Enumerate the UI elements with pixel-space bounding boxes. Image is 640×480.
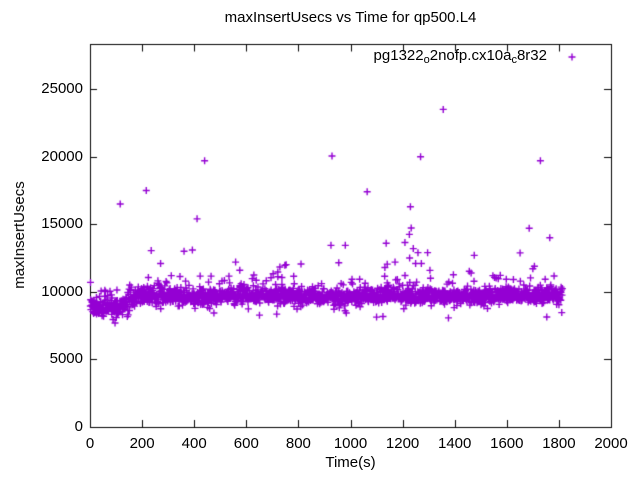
y-tick-label: 25000	[41, 80, 83, 98]
x-tick-label: 600	[233, 435, 259, 452]
legend-entry: pg1322o2nofp.cx10ac8r32	[374, 47, 547, 69]
x-tick-label: 400	[181, 435, 207, 452]
x-tick-label: 0	[85, 435, 95, 452]
y-tick-label: 10000	[41, 282, 83, 300]
x-axis-label: Time(s)	[325, 454, 376, 471]
legend-label-subscript: c	[511, 54, 517, 66]
legend-label-subscript: o	[423, 54, 430, 66]
y-tick-label: 0	[74, 418, 83, 435]
x-tick-label: 200	[129, 435, 155, 452]
y-tick-label: 20000	[41, 147, 83, 165]
x-tick-label: 1200	[385, 435, 420, 452]
x-tick-label: 800	[285, 435, 311, 452]
x-tick-label: 1000	[333, 435, 368, 452]
y-tick-label: 15000	[41, 215, 83, 233]
legend-label-run: 2nofp.cx10a	[429, 47, 512, 64]
legend-label-run: 8r32	[516, 47, 547, 64]
y-axis-label: maxInsertUsecs	[11, 181, 28, 289]
legend-series-label: pg1322o2nofp.cx10ac8r32	[373, 47, 547, 66]
x-tick-label: 2000	[594, 435, 628, 452]
x-tick-label: 1800	[542, 435, 576, 452]
y-tick-label: 5000	[49, 350, 83, 368]
legend-label-run: pg1322	[373, 47, 424, 64]
x-tick-label: 1400	[438, 435, 472, 452]
chart-title: maxInsertUsecs vs Time for qp500.L4	[224, 9, 477, 26]
x-tick-label: 1600	[490, 435, 524, 452]
